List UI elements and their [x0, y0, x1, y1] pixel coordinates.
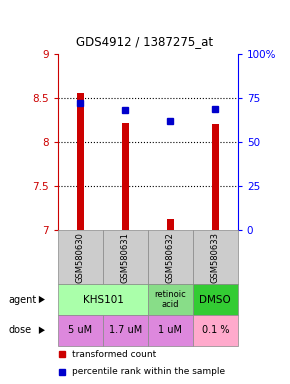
Text: GDS4912 / 1387275_at: GDS4912 / 1387275_at	[77, 35, 213, 48]
Text: 5 uM: 5 uM	[68, 325, 93, 335]
Bar	[193, 284, 238, 315]
Text: DMSO: DMSO	[200, 295, 231, 305]
Bar	[103, 315, 148, 346]
Text: percentile rank within the sample: percentile rank within the sample	[72, 367, 226, 376]
Text: transformed count: transformed count	[72, 350, 157, 359]
Text: 0.1 %: 0.1 %	[202, 325, 229, 335]
Text: GSM580630: GSM580630	[76, 232, 85, 283]
Bar	[193, 230, 238, 284]
Text: 1.7 uM: 1.7 uM	[109, 325, 142, 335]
Bar	[193, 315, 238, 346]
Text: GSM580631: GSM580631	[121, 232, 130, 283]
Bar	[58, 230, 103, 284]
Bar	[77, 93, 84, 230]
Text: agent: agent	[9, 295, 37, 305]
Bar	[148, 284, 193, 315]
Text: KHS101: KHS101	[83, 295, 123, 305]
Text: GSM580633: GSM580633	[211, 232, 220, 283]
Bar	[212, 124, 219, 230]
Bar	[58, 284, 148, 315]
Bar	[167, 219, 174, 230]
Text: dose: dose	[9, 325, 32, 335]
Polygon shape	[39, 326, 45, 334]
Polygon shape	[39, 296, 45, 303]
Text: GSM580632: GSM580632	[166, 232, 175, 283]
Bar	[148, 315, 193, 346]
Text: 1 uM: 1 uM	[158, 325, 182, 335]
Bar	[58, 315, 103, 346]
Bar	[103, 230, 148, 284]
Bar	[122, 122, 129, 230]
Bar	[148, 230, 193, 284]
Text: retinoic
acid: retinoic acid	[155, 290, 186, 309]
